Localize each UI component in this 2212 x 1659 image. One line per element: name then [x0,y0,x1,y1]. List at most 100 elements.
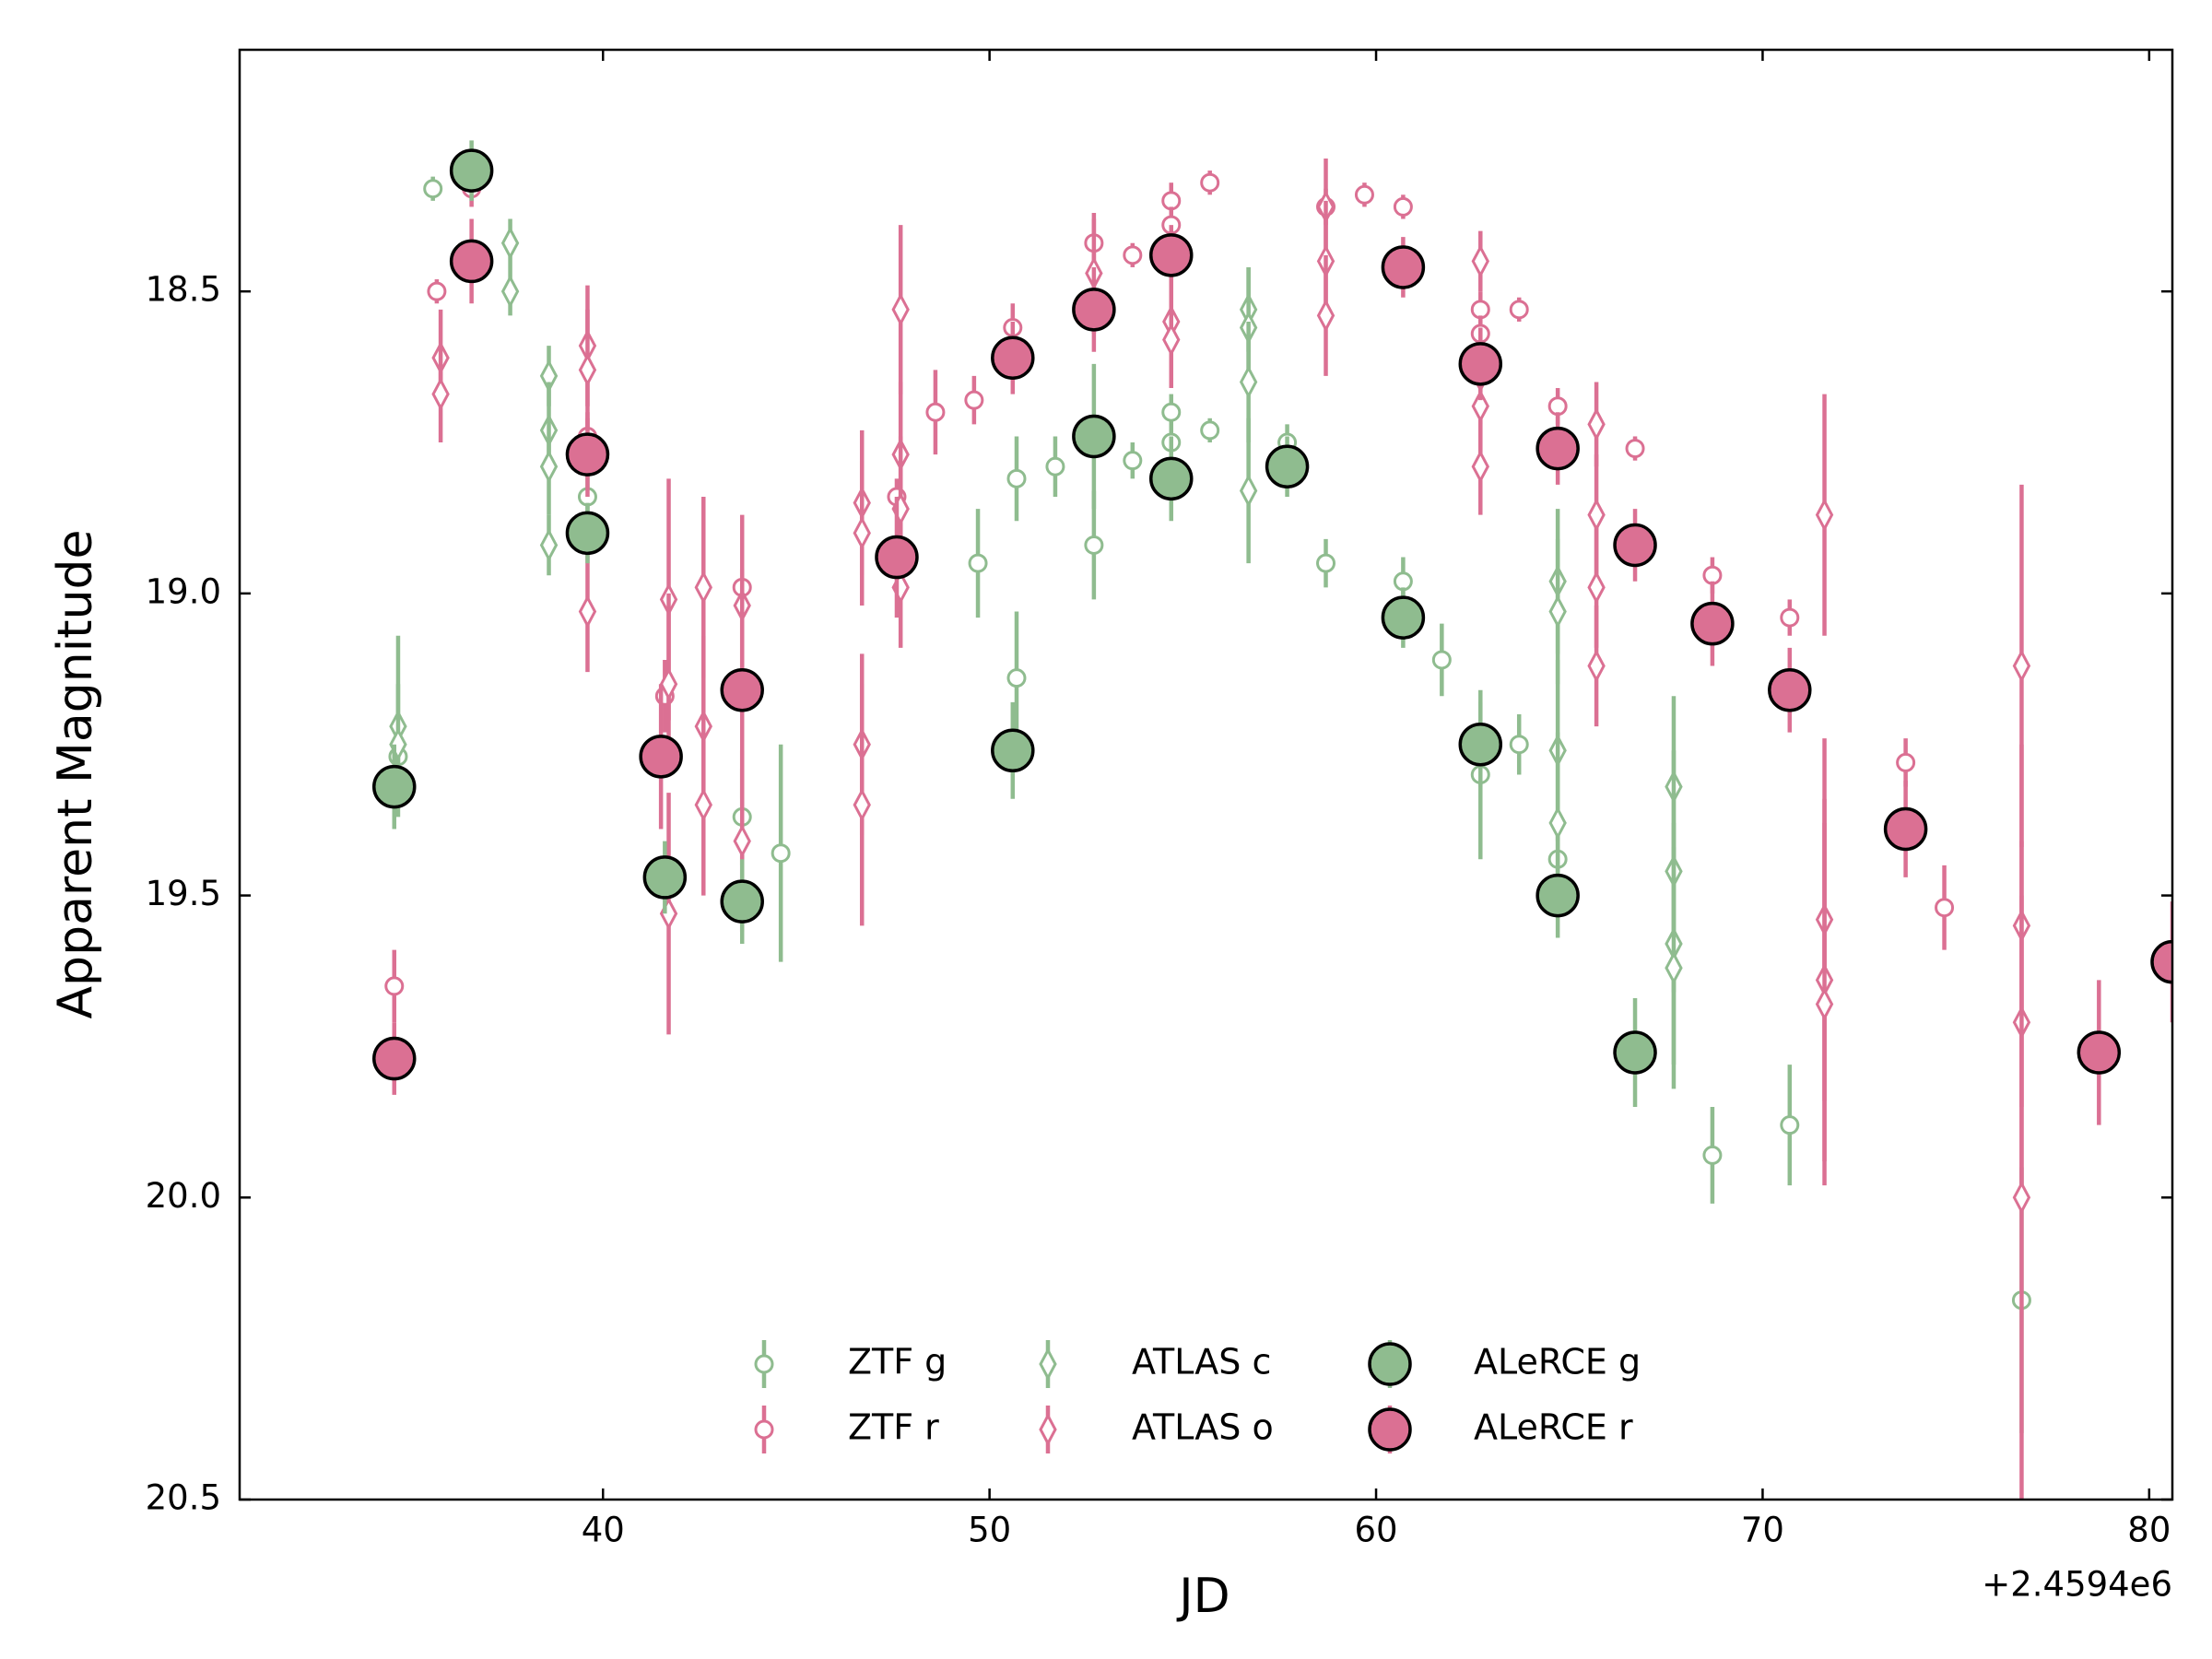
data-point [1239,365,1258,399]
data-point [1535,426,1580,471]
data-point [1200,420,1220,441]
data-point [1431,650,1452,670]
data-point [1381,595,1426,640]
data-point [1316,553,1336,573]
data-point [1470,300,1490,320]
data-point [431,377,450,411]
y-axis-label: Apparent Magnitude [48,529,103,1018]
axes-frame [238,48,2174,1501]
data-point [372,764,417,809]
data-point [1239,474,1258,508]
data-point [1613,523,1657,568]
data-point [853,516,871,550]
data-point [539,450,559,484]
legend-marker [1039,1412,1057,1447]
data-point [1045,456,1065,477]
data-point [1815,987,1834,1021]
legend-marker [1039,1347,1057,1382]
data-point [1316,299,1335,333]
data-point [1509,300,1529,320]
data-point [1458,342,1503,386]
x-offset-label: +2.4594e6 [1982,1565,2172,1605]
data-point [1354,184,1374,205]
data-point [565,432,610,477]
data-point [694,788,712,822]
data-point [968,553,988,573]
data-point [1896,752,1916,772]
data-point [384,976,405,996]
data-point [1625,439,1645,459]
x-axis-label: JD [1176,1569,1230,1624]
legend-label: ALeRCE r [1474,1407,1633,1448]
data-point [891,292,910,327]
y-tick-label: 19.5 [146,874,221,913]
legend-label: ZTF g [848,1342,947,1382]
data-point [449,239,494,284]
data-point [1161,402,1182,422]
x-tick-label: 80 [2127,1511,2171,1550]
legend-marker [754,1354,774,1374]
data-point [1072,288,1116,332]
data-point [1162,323,1181,357]
data-point [771,843,791,864]
data-point [1471,244,1489,278]
data-point [1084,535,1104,555]
data-point [1123,451,1143,471]
data-point [1161,191,1182,211]
data-point [1200,172,1220,193]
legend-label: ATLAS o [1132,1407,1274,1448]
data-point [1935,898,1955,918]
data-point [1815,498,1834,532]
legend-marker [1368,1407,1412,1452]
data-point [1548,594,1567,629]
data-point [1702,565,1723,585]
legend-marker [1368,1342,1412,1386]
data-point [925,402,946,422]
data-point [2012,649,2031,683]
y-tick-label: 20.5 [146,1478,221,1518]
legend-label: ALeRCE g [1474,1342,1641,1382]
data-point [1458,722,1503,767]
data-point [1883,806,1928,852]
data-point [1149,233,1194,277]
data-point [720,667,764,712]
data-point [1509,735,1529,755]
y-tick-label: 19.0 [146,571,221,611]
legend-marker [754,1419,774,1440]
data-point [1381,245,1426,289]
data-point [423,179,443,199]
data-point [964,390,984,410]
data-point [2077,1030,2122,1075]
x-tick-label: 40 [582,1511,625,1550]
data-point [733,824,751,858]
plot-area [372,140,2172,1500]
data-point [1690,601,1735,646]
data-point [720,879,764,924]
data-point [578,353,597,387]
data-point [2150,939,2172,984]
data-point [1587,407,1606,441]
data-point [659,667,678,701]
data-point [578,594,597,629]
data-point [1780,607,1800,628]
data-point [875,535,919,580]
data-point [1072,414,1116,459]
data-point [1149,456,1194,501]
data-point [2012,1181,2031,1215]
legend-label: ATLAS c [1132,1342,1271,1382]
data-point [1393,196,1413,217]
y-tick-label: 20.0 [146,1176,221,1216]
data-point [991,335,1035,381]
x-tick-label: 70 [1741,1511,1784,1550]
data-point [449,148,494,193]
data-point [1471,450,1489,484]
data-point [1768,667,1812,712]
data-point [427,281,447,301]
data-point [500,274,520,309]
data-point [539,528,559,562]
data-point [500,226,520,260]
x-tick-label: 60 [1354,1511,1397,1550]
data-point [372,1036,417,1081]
